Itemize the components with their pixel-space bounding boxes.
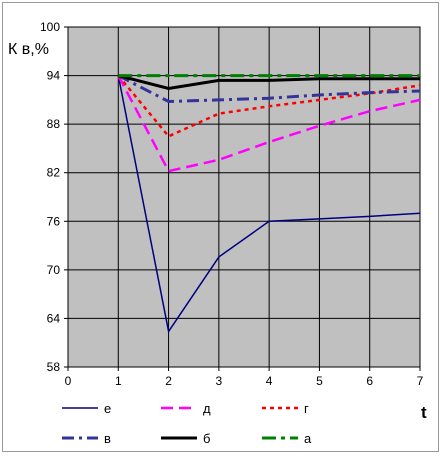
x-tick-label: 0 (65, 374, 72, 388)
x-tick-label: 6 (366, 374, 373, 388)
legend-label: а (304, 431, 312, 446)
chart-frame (2, 2, 439, 452)
series-line-е (117, 75, 421, 334)
axes (64, 26, 421, 371)
y-tick-label: 100 (40, 20, 60, 34)
y-axis-label: К в,% (8, 41, 49, 58)
x-tick-label: 3 (216, 374, 223, 388)
x-tick-label: 4 (266, 374, 273, 388)
legend-label: г (304, 401, 309, 416)
x-axis-label: t (421, 403, 427, 422)
plot-border (67, 26, 421, 368)
series-line-д (117, 75, 421, 173)
y-tick-label: 64 (47, 311, 61, 325)
tick-labels: 58 64 70 76 82 88 94 100 0 1 2 3 4 5 6 7 (40, 20, 424, 388)
y-tick-label: 94 (47, 69, 61, 83)
series-lines (117, 74, 421, 334)
plot-area (68, 27, 420, 367)
y-tick-label: 70 (47, 263, 61, 277)
x-tick-label: 2 (165, 374, 172, 388)
x-tick-label: 5 (316, 374, 323, 388)
series-line-г (117, 74, 421, 138)
legend-label: д (203, 401, 211, 416)
legend-label: в (104, 431, 111, 446)
series-line-в (117, 74, 421, 104)
y-tick-label: 88 (47, 117, 61, 131)
legend-label: б (203, 431, 210, 446)
legend: е д г в б а (62, 401, 312, 446)
x-tick-label: 1 (115, 374, 122, 388)
x-tick-label: 7 (417, 374, 424, 388)
y-tick-label: 82 (47, 166, 61, 180)
legend-label: е (104, 401, 111, 416)
series-line-б (117, 74, 420, 91)
y-tick-label: 58 (47, 360, 61, 374)
y-tick-label: 76 (47, 214, 61, 228)
